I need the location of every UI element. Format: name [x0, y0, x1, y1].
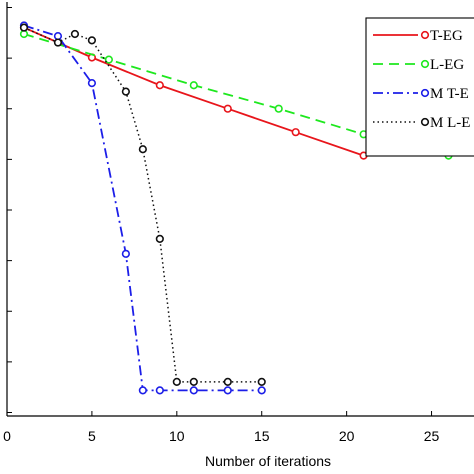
x-tick-label: 0: [3, 428, 11, 444]
x-axis-label: Number of iterations: [205, 453, 331, 469]
x-tick-label: 10: [169, 428, 185, 444]
data-point: [223, 104, 232, 113]
x-tick-label: 25: [424, 428, 440, 444]
legend-label: T-EG: [430, 28, 463, 44]
data-point: [172, 377, 181, 386]
data-point: [257, 386, 266, 395]
plot-axes: [6, 2, 474, 417]
legend-marker: [420, 59, 430, 69]
series-line: [23, 26, 364, 157]
data-point: [138, 386, 147, 395]
data-point: [291, 128, 300, 137]
data-point: [155, 386, 164, 395]
data-point: [121, 87, 130, 96]
legend-marker: [420, 117, 430, 127]
legend: T-EG L-EG M T-E M L-E: [365, 17, 474, 157]
legend-marker: [420, 88, 430, 98]
data-point: [19, 23, 29, 32]
data-point: [189, 386, 198, 395]
data-point: [189, 81, 198, 90]
legend-label: M L-E: [430, 115, 470, 131]
data-point: [53, 38, 63, 47]
x-tick-label: 5: [88, 428, 96, 444]
series-line: [23, 26, 262, 383]
ticks-layer: 0 5 10 15 20 25: [3, 7, 440, 444]
data-point: [104, 55, 113, 64]
data-point: [274, 104, 283, 113]
data-point: [155, 234, 164, 243]
data-point: [87, 36, 97, 45]
data-point: [189, 377, 198, 386]
data-point: [87, 78, 97, 88]
data-point: [223, 377, 232, 386]
data-point: [121, 249, 130, 258]
data-point: [70, 29, 80, 39]
series-1: [19, 23, 368, 160]
legend-marker: [420, 30, 430, 40]
legend-label: L-EG: [430, 57, 464, 73]
data-point: [155, 81, 164, 90]
series-4: [19, 23, 266, 386]
data-point: [138, 145, 147, 154]
legend-box: [365, 17, 474, 157]
x-tick-label: 15: [254, 428, 270, 444]
x-tick-label: 20: [339, 428, 355, 444]
data-point: [257, 377, 266, 386]
data-point: [223, 386, 232, 395]
legend-label: M T-E: [430, 86, 469, 102]
